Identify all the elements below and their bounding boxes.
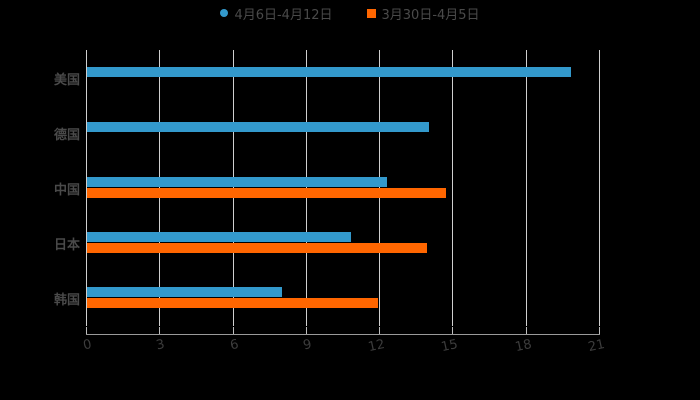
x-tick-label: 18 — [513, 337, 534, 356]
y-category-label: 韩国 — [53, 293, 80, 308]
gridline — [526, 50, 527, 326]
legend-square-icon — [366, 8, 376, 18]
x-tick — [379, 327, 380, 335]
y-category-label: 美国 — [53, 73, 80, 88]
legend-label-series-2: 3月30日-4月5日 — [381, 7, 480, 23]
bar-week-mar30-apr5[interactable] — [87, 243, 427, 253]
gridline — [452, 50, 453, 326]
legend-item-series-1[interactable]: 4月6日-4月12日 — [220, 4, 333, 23]
y-category-label: 中国 — [53, 183, 80, 198]
legend-item-series-2[interactable]: 3月30日-4月5日 — [366, 4, 480, 23]
y-category-label: 日本 — [53, 238, 80, 253]
bar-week-apr6-apr12[interactable] — [87, 232, 351, 242]
x-tick — [526, 327, 527, 335]
x-tick — [306, 327, 307, 335]
legend-label-series-1: 4月6日-4月12日 — [234, 7, 333, 23]
chart-legend: 4月6日-4月12日 3月30日-4月5日 — [0, 4, 700, 23]
y-category-label: 德国 — [53, 128, 80, 143]
bar-week-apr6-apr12[interactable] — [87, 177, 387, 187]
x-tick — [599, 327, 600, 335]
x-tick-label: 3 — [154, 337, 167, 354]
x-tick — [233, 327, 234, 335]
x-tick-label: 21 — [586, 337, 607, 356]
gridline — [86, 50, 87, 326]
bar-week-mar30-apr5[interactable] — [87, 298, 378, 308]
gridline — [599, 50, 600, 326]
x-tick-label: 0 — [81, 337, 94, 354]
bar-week-mar30-apr5[interactable] — [87, 188, 446, 198]
bar-week-apr6-apr12[interactable] — [87, 67, 571, 77]
x-tick-label: 12 — [366, 337, 387, 356]
x-axis — [86, 334, 600, 335]
x-tick — [86, 327, 87, 335]
x-tick — [452, 327, 453, 335]
x-tick-label: 6 — [228, 337, 241, 354]
legend-circle-icon — [220, 9, 229, 17]
x-tick-label: 15 — [439, 337, 460, 356]
x-tick-label: 9 — [301, 337, 314, 354]
bar-week-apr6-apr12[interactable] — [87, 287, 282, 297]
bar-week-apr6-apr12[interactable] — [87, 122, 429, 132]
x-tick — [159, 327, 160, 335]
